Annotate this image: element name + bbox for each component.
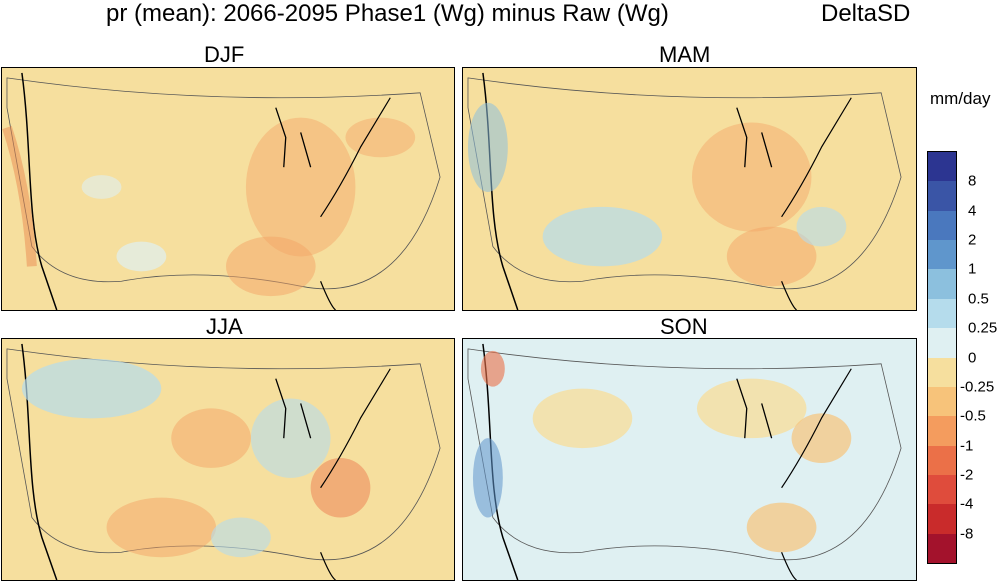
map-mam <box>463 68 916 310</box>
map-djf <box>2 68 454 310</box>
colorbar-units: mm/day <box>930 89 991 108</box>
panel-label-son: SON <box>660 314 708 339</box>
panel-label-jja: JJA <box>206 314 243 339</box>
colorbar-box <box>928 474 956 505</box>
method-badge: DeltaSD <box>821 0 911 27</box>
panel-label-mam: MAM <box>659 42 711 67</box>
colorbar-box <box>928 210 956 241</box>
map-son <box>463 339 916 580</box>
colorbar-box <box>928 445 956 476</box>
colorbar-box <box>928 298 956 329</box>
colorbar-box <box>928 533 956 564</box>
colorbar-box <box>928 328 956 358</box>
colorbar-tick-label: -0.5 <box>960 407 986 425</box>
colorbar-box <box>928 416 956 447</box>
colorbar-box <box>928 181 956 212</box>
colorbar-tick-label: 0.5 <box>968 290 989 308</box>
colorbar-box <box>928 504 956 535</box>
colorbar-tick-label: 2 <box>968 231 977 249</box>
map-panel-djf <box>1 67 455 311</box>
colorbar-tick-label: -4 <box>960 495 974 513</box>
map-panel-mam <box>462 67 917 311</box>
map-jja <box>2 339 454 580</box>
colorbar <box>927 151 957 564</box>
colorbar-tick-label: 8 <box>968 172 977 190</box>
colorbar-tick-label: 0.25 <box>968 319 998 337</box>
figure-title: pr (mean): 2066-2095 Phase1 (Wg) minus R… <box>106 0 669 27</box>
colorbar-box <box>928 357 956 388</box>
map-panel-jja <box>1 338 455 581</box>
colorbar-tick-label: -8 <box>960 525 974 543</box>
colorbar-box <box>928 240 956 270</box>
colorbar-tick-label: -2 <box>960 466 974 484</box>
colorbar-tick-label: 0 <box>968 349 977 366</box>
colorbar-tick-label: 4 <box>968 202 977 220</box>
colorbar-box <box>928 386 956 417</box>
colorbar-tick-label: -1 <box>960 437 974 455</box>
panel-label-djf: DJF <box>204 42 245 67</box>
colorbar-box <box>928 152 956 182</box>
colorbar-box <box>928 269 956 300</box>
map-panel-son <box>462 338 917 581</box>
colorbar-tick-label: 1 <box>968 260 977 278</box>
colorbar-tick-label: -0.25 <box>960 378 995 396</box>
